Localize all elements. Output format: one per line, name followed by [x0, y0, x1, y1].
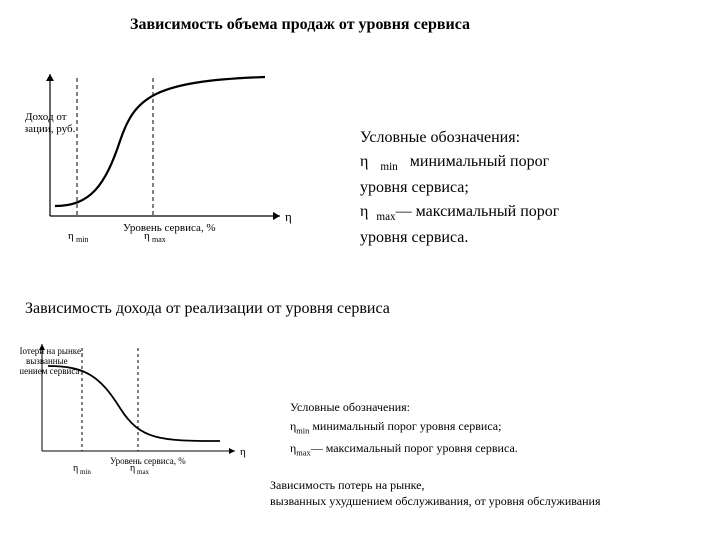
chart2-etamax: η	[130, 463, 135, 474]
legend2-sub2: max	[296, 448, 310, 457]
chart2-etamin: η	[73, 463, 78, 474]
legend-chart1: Условные обозначения: η min минимальный …	[360, 128, 660, 252]
legend2-title: Условные обозначения:	[290, 400, 670, 415]
chart2-xlabel: Уровень сервиса, %	[110, 456, 186, 466]
chart2-etamin-sub: min	[80, 468, 91, 476]
chart2-caption: Зависимость потерь на рынке, вызванных у…	[270, 478, 600, 509]
chart1-ylabel-1: Доход от	[25, 111, 67, 123]
legend1-line4: уровня сервиса.	[360, 228, 660, 248]
page-title: Зависимость объема продаж от уровня серв…	[130, 16, 470, 34]
legend1-title: Условные обозначения:	[360, 128, 660, 148]
chart1-eta: η	[285, 209, 292, 224]
legend1-eta1: η	[360, 153, 368, 170]
legend1-sub1: min	[380, 161, 397, 173]
chart2-etamax-sub: max	[137, 468, 150, 476]
mid-title: Зависимость дохода от реализации от уров…	[25, 300, 390, 318]
legend2-txt1: минимальный порог уровня сервиса;	[309, 419, 501, 433]
legend-chart2: Условные обозначения: ηmin минимальный п…	[290, 400, 670, 463]
legend1-txt2: — максимальный порог	[396, 203, 560, 220]
chart1-etamin: η	[68, 230, 74, 242]
legend1-txt1: минимальный порог	[410, 153, 549, 170]
legend2-txt2: — максимальный порог уровня сервиса.	[311, 441, 518, 455]
caption2-line2: вызванных ухудшением обслуживания, от ур…	[270, 494, 600, 510]
legend2-line2: ηmax— максимальный порог уровня сервиса.	[290, 441, 670, 459]
chart1-etamin-sub: min	[76, 235, 88, 244]
chart2-ylabel-3: ухудшением сервиса	[20, 366, 79, 376]
legend1-eta2: η	[360, 203, 368, 220]
chart2-ylabel-2: вызванные	[26, 356, 68, 366]
legend2-line1: ηmin минимальный порог уровня сервиса;	[290, 419, 670, 437]
chart1-xlabel: Уровень сервиса, %	[123, 222, 216, 234]
legend2-sub1: min	[296, 426, 309, 435]
chart1-ylabel-2: реализации, руб.	[25, 123, 76, 135]
legend1-sub2: max	[376, 211, 395, 223]
chart2-eta: η	[240, 446, 246, 458]
chart1-etamax: η	[144, 230, 150, 242]
chart1-etamax-sub: max	[152, 235, 166, 244]
legend1-line3: η max— максимальный порог	[360, 202, 660, 224]
chart1-svg: Доход от реализации, руб. Уровень сервис…	[25, 66, 315, 256]
chart-loss-vs-service: Потери на рынке, вызванные ухудшением се…	[20, 336, 270, 491]
caption2-line1: Зависимость потерь на рынке,	[270, 478, 600, 494]
legend1-line1: η min минимальный порог	[360, 152, 660, 174]
chart2-svg: Потери на рынке, вызванные ухудшением се…	[20, 336, 270, 491]
chart-revenue-vs-service: Доход от реализации, руб. Уровень сервис…	[25, 66, 315, 256]
legend1-line2: уровня сервиса;	[360, 178, 660, 198]
chart2-ylabel-1: Потери на рынке,	[20, 346, 83, 356]
